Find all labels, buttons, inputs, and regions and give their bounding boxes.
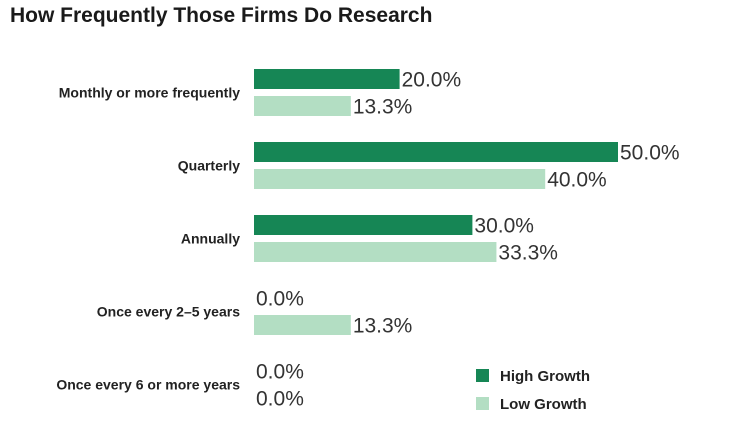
bar-high-growth-annually bbox=[254, 215, 473, 235]
legend-label-high-growth: High Growth bbox=[500, 368, 590, 385]
chart-title: How Frequently Those Firms Do Research bbox=[10, 4, 433, 27]
value-label-low-growth-once-every-2-5-years: 13.3% bbox=[353, 315, 413, 338]
category-label-annually: Annually bbox=[181, 231, 240, 247]
legend-swatch-high-growth bbox=[476, 369, 489, 382]
value-label-high-growth-once-every-6-or-more-years: 0.0% bbox=[256, 361, 304, 384]
bar-low-growth-monthly-or-more-frequently bbox=[254, 96, 351, 116]
value-label-low-growth-quarterly: 40.0% bbox=[547, 169, 607, 192]
value-label-high-growth-annually: 30.0% bbox=[474, 215, 534, 238]
category-label-once-every-2-5-years: Once every 2–5 years bbox=[97, 304, 240, 320]
value-label-low-growth-annually: 33.3% bbox=[498, 242, 558, 265]
value-label-low-growth-once-every-6-or-more-years: 0.0% bbox=[256, 388, 304, 411]
bar-high-growth-quarterly bbox=[254, 142, 618, 162]
bar-low-growth-annually bbox=[254, 242, 497, 262]
bar-low-growth-quarterly bbox=[254, 169, 546, 189]
category-label-monthly-or-more-frequently: Monthly or more frequently bbox=[59, 85, 240, 101]
value-label-high-growth-once-every-2-5-years: 0.0% bbox=[256, 288, 304, 311]
category-label-quarterly: Quarterly bbox=[178, 158, 240, 174]
legend-swatch-low-growth bbox=[476, 397, 489, 410]
bar-low-growth-once-every-2-5-years bbox=[254, 315, 351, 335]
bar-high-growth-monthly-or-more-frequently bbox=[254, 69, 400, 89]
legend-label-low-growth: Low Growth bbox=[500, 396, 587, 413]
category-label-once-every-6-or-more-years: Once every 6 or more years bbox=[56, 377, 240, 393]
value-label-high-growth-quarterly: 50.0% bbox=[620, 142, 680, 165]
value-label-low-growth-monthly-or-more-frequently: 13.3% bbox=[353, 96, 413, 119]
value-label-high-growth-monthly-or-more-frequently: 20.0% bbox=[402, 69, 462, 92]
